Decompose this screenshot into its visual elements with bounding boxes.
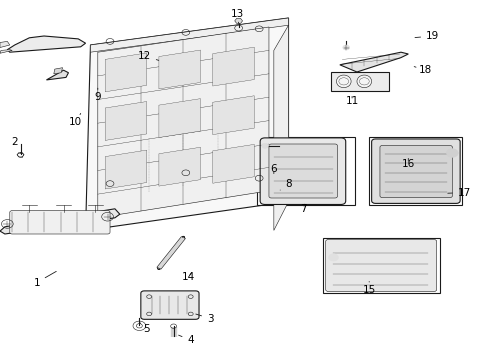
Text: 3: 3 <box>195 314 213 324</box>
Text: 9: 9 <box>94 88 101 102</box>
Text: 6: 6 <box>270 164 277 174</box>
Text: 4: 4 <box>178 335 194 345</box>
Circle shape <box>342 45 349 50</box>
Text: 18: 18 <box>413 65 431 75</box>
Polygon shape <box>339 52 407 72</box>
Polygon shape <box>273 25 288 230</box>
FancyBboxPatch shape <box>268 144 337 198</box>
Polygon shape <box>212 96 254 135</box>
FancyBboxPatch shape <box>260 138 345 204</box>
Polygon shape <box>212 144 254 183</box>
Circle shape <box>328 254 338 261</box>
Polygon shape <box>105 102 146 140</box>
Polygon shape <box>0 41 10 48</box>
Bar <box>330 72 388 91</box>
Polygon shape <box>212 47 254 86</box>
Text: 10: 10 <box>69 113 82 127</box>
Polygon shape <box>7 36 85 52</box>
FancyBboxPatch shape <box>371 139 459 203</box>
Polygon shape <box>0 50 12 53</box>
Text: 8: 8 <box>280 179 291 190</box>
Text: 14: 14 <box>181 272 195 282</box>
Text: 12: 12 <box>137 51 159 61</box>
Polygon shape <box>0 209 120 234</box>
FancyBboxPatch shape <box>379 145 451 198</box>
Circle shape <box>446 149 457 157</box>
Polygon shape <box>98 27 268 218</box>
Text: 2: 2 <box>11 137 20 153</box>
Text: 15: 15 <box>362 282 375 295</box>
Bar <box>322 238 439 293</box>
Circle shape <box>261 143 268 148</box>
Text: 17: 17 <box>447 188 470 198</box>
Bar <box>256 137 354 205</box>
Polygon shape <box>105 150 146 189</box>
Polygon shape <box>105 53 146 92</box>
Polygon shape <box>85 18 288 230</box>
FancyBboxPatch shape <box>141 291 199 319</box>
FancyBboxPatch shape <box>10 211 110 234</box>
Ellipse shape <box>356 75 371 88</box>
Polygon shape <box>54 68 62 74</box>
Ellipse shape <box>336 75 350 88</box>
Text: 7: 7 <box>299 204 306 214</box>
Bar <box>368 137 461 205</box>
Polygon shape <box>234 18 242 23</box>
Text: 13: 13 <box>230 9 244 23</box>
Text: 5: 5 <box>139 322 150 334</box>
Polygon shape <box>159 50 200 89</box>
Polygon shape <box>159 99 200 138</box>
Polygon shape <box>46 70 68 80</box>
Polygon shape <box>90 18 288 52</box>
Text: 16: 16 <box>401 158 414 169</box>
Polygon shape <box>157 237 185 269</box>
Text: 11: 11 <box>345 96 358 106</box>
Polygon shape <box>159 147 200 186</box>
Text: 19: 19 <box>414 31 439 41</box>
FancyBboxPatch shape <box>325 239 436 292</box>
Text: 1: 1 <box>33 271 56 288</box>
